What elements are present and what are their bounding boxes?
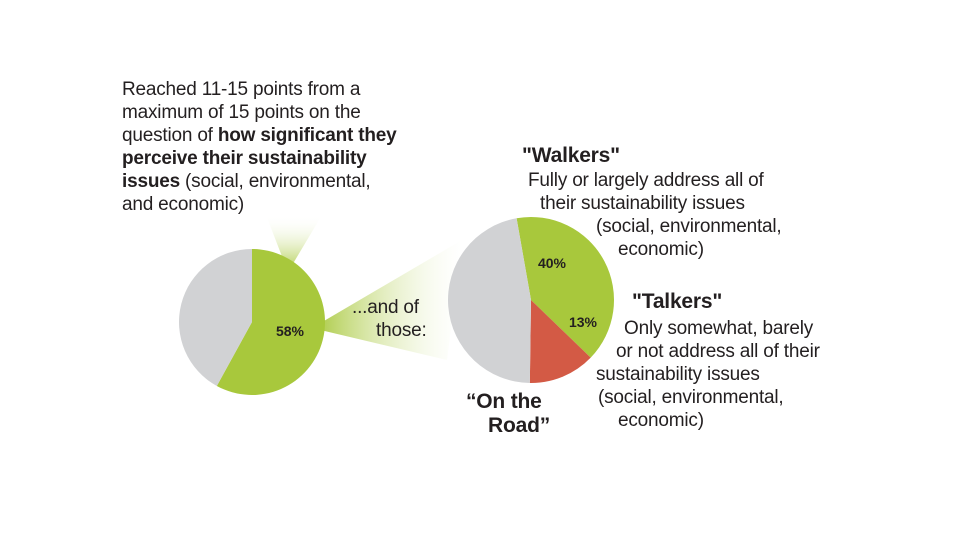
walkers-title: "Walkers" xyxy=(522,144,620,167)
walkers-line-4: economic) xyxy=(618,239,704,260)
on-the-road-line-1: “On the xyxy=(466,390,542,413)
annotation-line-3: question of how significant they xyxy=(122,124,397,147)
annotation-line-1: Reached 11-15 points from a xyxy=(122,79,361,100)
walkers-line-3: (social, environmental, xyxy=(596,216,782,237)
callout-wedge-top xyxy=(266,215,322,272)
walkers-line-2: their sustainability issues xyxy=(540,193,745,214)
pie-2-slice-1 xyxy=(516,217,614,358)
pie-2-slice-2 xyxy=(529,300,591,383)
talkers-line-3: sustainability issues xyxy=(596,364,760,385)
talkers-line-1: Only somewhat, barely xyxy=(624,318,814,339)
pie-1-slice-2 xyxy=(178,249,252,386)
pie-1-slice-1 xyxy=(216,249,325,395)
pie-1 xyxy=(178,249,325,395)
connector-line-2: those: xyxy=(376,320,427,341)
connector-line-1: ...and of xyxy=(352,297,419,318)
talkers-line-2: or not address all of their xyxy=(616,341,820,362)
pie-2 xyxy=(447,217,614,383)
annotation-line-4: perceive their sustainability xyxy=(122,148,367,169)
annotation-line-6: and economic) xyxy=(122,194,245,215)
pie-2-label-40: 40% xyxy=(538,255,567,271)
annotation-line-5-bold: issues xyxy=(122,171,180,192)
talkers-line-5: economic) xyxy=(618,410,704,431)
walkers-line-1: Fully or largely address all of xyxy=(528,170,764,191)
pie-1-label-58: 58% xyxy=(276,323,305,339)
pie-2-slice-3 xyxy=(447,218,531,383)
pie-2-label-13: 13% xyxy=(569,314,598,330)
annotation-line-5-plain: (social, environmental, xyxy=(179,171,371,192)
annotation-line-2: maximum of 15 points on the xyxy=(122,102,361,123)
annotation-line-5: issues (social, environmental, xyxy=(122,170,371,193)
callout-wedge-middle xyxy=(312,240,462,360)
on-the-road-line-2: Road” xyxy=(488,414,551,437)
talkers-title: "Talkers" xyxy=(632,290,723,313)
talkers-line-4: (social, environmental, xyxy=(598,387,784,408)
annotation-line-3-plain: question of xyxy=(122,125,218,146)
annotation-line-3-bold: how significant they xyxy=(217,125,397,146)
